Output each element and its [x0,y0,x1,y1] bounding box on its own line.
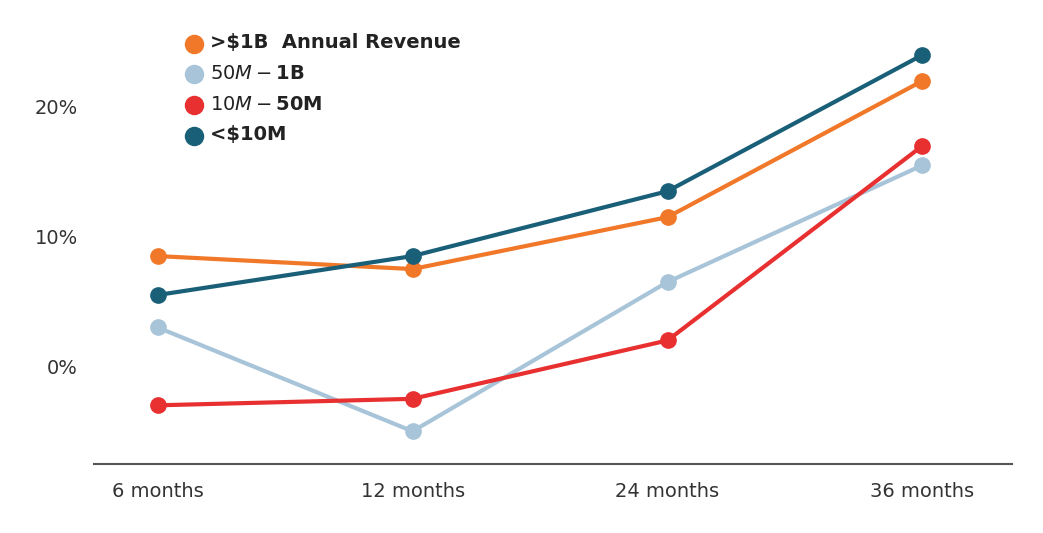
Legend: >​$1B  Annual Revenue, ​$50M - ​$1B, ​$10M - ​$50M, <​$10M: >​$1B Annual Revenue, ​$50M - ​$1B, ​$10… [187,26,468,152]
<​$10M [407,253,419,259]
<​$10M [661,188,674,195]
Line: ​$50M - ​$1B: ​$50M - ​$1B [150,158,930,439]
>​$1B  Annual Revenue [916,78,928,84]
​$50M - ​$1B [661,279,674,285]
​$10M - ​$50M [151,402,164,408]
​$50M - ​$1B [916,162,928,168]
Line: >​$1B  Annual Revenue: >​$1B Annual Revenue [150,73,930,277]
>​$1B  Annual Revenue [407,266,419,272]
​$10M - ​$50M [916,142,928,149]
​$10M - ​$50M [661,337,674,344]
<​$10M [151,292,164,298]
​$50M - ​$1B [151,324,164,330]
>​$1B  Annual Revenue [151,253,164,259]
<​$10M [916,52,928,58]
Line: <​$10M: <​$10M [150,47,930,303]
Line: ​$10M - ​$50M: ​$10M - ​$50M [150,138,930,413]
​$50M - ​$1B [407,428,419,434]
>​$1B  Annual Revenue [661,214,674,220]
​$10M - ​$50M [407,395,419,402]
